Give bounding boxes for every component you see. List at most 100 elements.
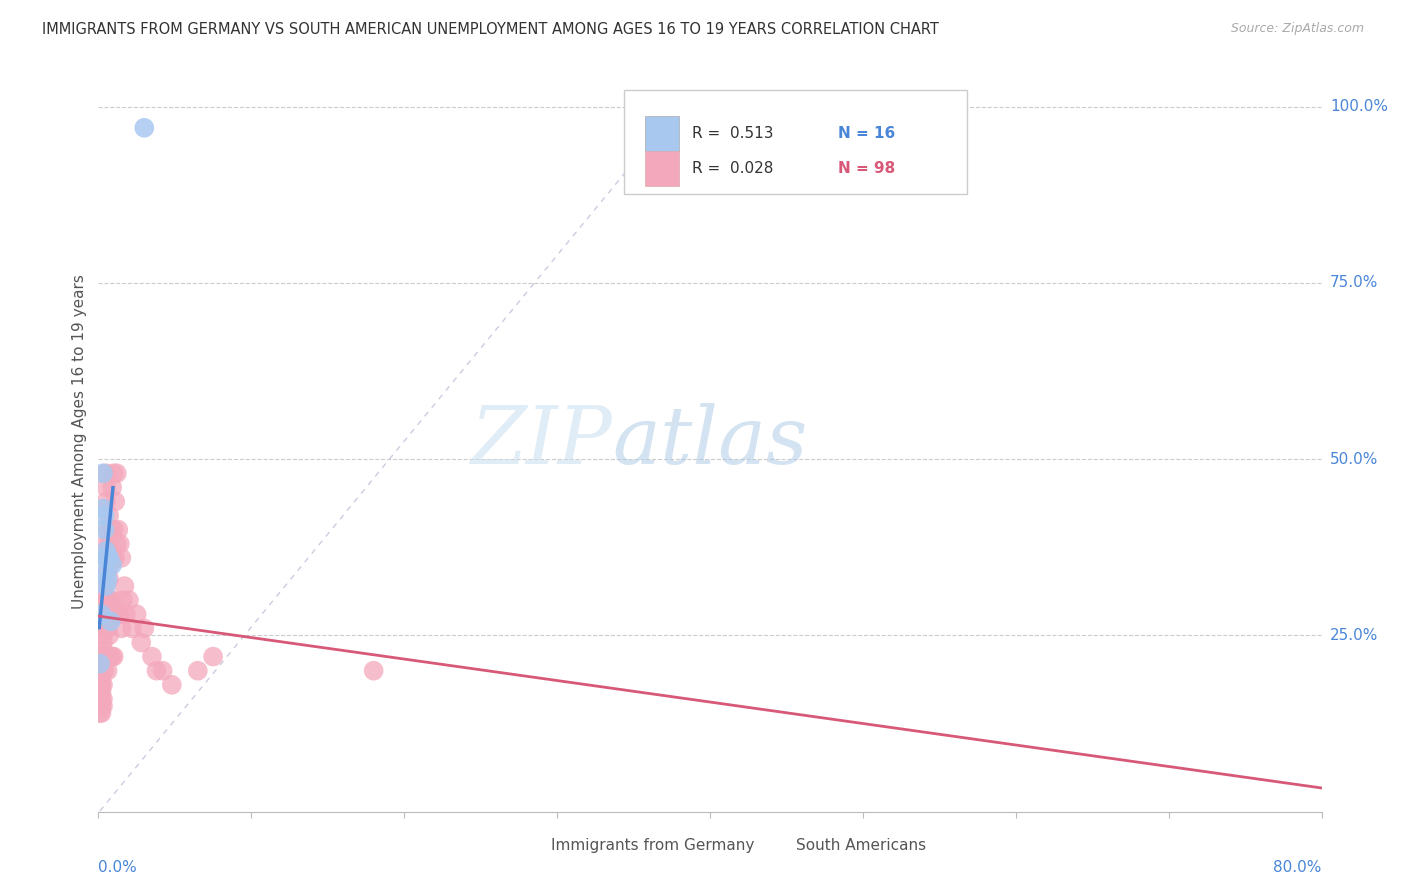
Point [111,593,134,607]
Point [90,706,112,720]
Point [94,579,117,593]
Point [98,558,121,572]
Point [145,664,167,678]
Text: N = 98: N = 98 [838,161,896,176]
Point [93,593,115,607]
Point [103,523,125,537]
Point [90,649,112,664]
Point [98,572,121,586]
Point [103,607,125,622]
Point [89,671,111,685]
Point [98,508,121,523]
Point [93,579,115,593]
Point [110,550,132,565]
Text: 50.0%: 50.0% [1330,451,1378,467]
Point [91,698,114,713]
Bar [645,116,679,152]
Text: South Americans: South Americans [796,838,925,854]
Point [89,706,111,720]
Point [202,649,225,664]
Point [104,550,127,565]
Point [89,664,111,678]
Point [90,678,112,692]
Point [187,664,209,678]
Point [89,657,111,671]
Point [118,593,141,607]
Point [97,593,120,607]
Text: Source: ZipAtlas.com: Source: ZipAtlas.com [1230,22,1364,36]
Point [152,664,174,678]
Point [89,692,111,706]
Point [90,657,112,671]
Y-axis label: Unemployment Among Ages 16 to 19 years: Unemployment Among Ages 16 to 19 years [72,274,87,609]
Point [105,607,128,622]
Bar [645,151,679,186]
Point [90,649,112,664]
Point [160,678,183,692]
Point [107,607,129,622]
Point [89,664,111,678]
Point [91,692,114,706]
Point [97,649,120,664]
Point [100,615,122,629]
Point [141,649,163,664]
Text: atlas: atlas [612,403,807,480]
Point [90,692,112,706]
Point [94,550,117,565]
Point [115,607,138,622]
Point [91,649,114,664]
Point [363,664,385,678]
Bar [759,831,786,860]
Point [97,565,120,579]
Point [89,649,111,664]
Point [134,120,156,135]
Point [91,621,114,635]
Point [97,621,120,635]
Point [94,621,117,635]
Text: 0.0%: 0.0% [98,860,138,875]
Point [104,607,127,622]
Point [101,558,124,572]
Point [98,628,121,642]
Point [101,523,124,537]
Point [91,467,114,481]
Bar [515,831,541,860]
Point [108,537,131,551]
Text: N = 16: N = 16 [838,127,896,142]
Point [93,508,115,523]
Point [101,649,124,664]
Point [89,698,111,713]
Point [93,664,115,678]
Point [90,671,112,685]
Point [91,678,114,692]
Point [101,593,124,607]
Point [90,685,112,699]
Point [100,649,122,664]
Point [93,550,115,565]
Point [104,494,127,508]
FancyBboxPatch shape [624,90,967,194]
Point [98,537,121,551]
Point [93,523,115,537]
Point [94,480,117,494]
Point [105,467,128,481]
Point [103,550,125,565]
Point [89,671,111,685]
Point [107,523,129,537]
Text: 100.0%: 100.0% [1330,99,1388,114]
Point [103,649,125,664]
Point [125,607,148,622]
Point [129,635,152,649]
Point [94,494,117,508]
Text: 25.0%: 25.0% [1330,628,1378,643]
Text: 75.0%: 75.0% [1330,276,1378,291]
Point [90,607,112,622]
Point [90,698,112,713]
Text: R =  0.513: R = 0.513 [692,127,773,142]
Text: R =  0.028: R = 0.028 [692,161,773,176]
Point [94,565,117,579]
Point [98,607,121,622]
Text: ZIP: ZIP [471,403,612,480]
Point [98,550,121,565]
Point [110,621,132,635]
